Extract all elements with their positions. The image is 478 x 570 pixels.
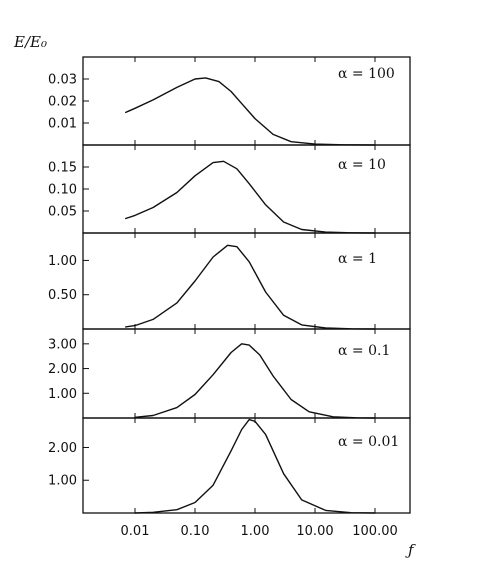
panel-label: α = 0.1: [338, 343, 390, 359]
series-line: [125, 160, 376, 234]
y-tick-label: 1.00: [48, 474, 77, 489]
y-tick-label: 0.05: [48, 205, 77, 220]
y-tick-label: 1.00: [48, 254, 77, 269]
x-tick-label: 100.00: [352, 524, 398, 539]
series-line: [125, 77, 376, 146]
y-axis-label: E/E₀: [13, 33, 47, 51]
panel-frame: [82, 417, 411, 514]
series-line: [134, 418, 376, 514]
y-tick-label: 0.02: [48, 95, 77, 110]
panel-label: α = 10: [338, 157, 386, 173]
y-tick-label: 0.01: [48, 117, 77, 132]
y-tick-label: 0.15: [48, 161, 77, 176]
y-tick-label: 0.50: [48, 288, 77, 303]
y-tick-label: 3.00: [48, 337, 77, 352]
y-tick-label: 0.10: [48, 183, 77, 198]
panel-alpha-0-1: 1.00 2.00 3.00 α = 0.1: [48, 328, 411, 419]
y-tick-label: 2.00: [48, 362, 77, 377]
panel-frame: [82, 232, 411, 330]
panel-label: α = 100: [338, 66, 395, 82]
x-tick-label: 0.01: [121, 524, 150, 539]
y-tick-label: 2.00: [48, 441, 77, 456]
x-tick-label: 1.00: [241, 524, 270, 539]
series-line: [125, 244, 376, 330]
panel-label: α = 0.01: [338, 434, 399, 450]
y-tick-label: 0.03: [48, 73, 77, 88]
x-tick-label: 0.10: [181, 524, 210, 539]
panel-label: α = 1: [338, 251, 377, 267]
x-tick-label: 10.00: [296, 524, 333, 539]
x-axis-label: ƒ: [405, 541, 416, 559]
panel-alpha-0-01: 1.00 2.00 α = 0.01 0.01 0.10 1.00 10.00 100.00: [48, 417, 411, 539]
y-tick-label: 1.00: [48, 387, 77, 402]
series-line: [134, 343, 376, 419]
panel-alpha-100: 0.01 0.02 0.03 α = 100: [48, 56, 411, 146]
panel-alpha-10: 0.05 0.10 0.15 α = 10: [48, 144, 411, 234]
panel-alpha-1: 0.50 1.00 α = 1: [48, 232, 411, 330]
